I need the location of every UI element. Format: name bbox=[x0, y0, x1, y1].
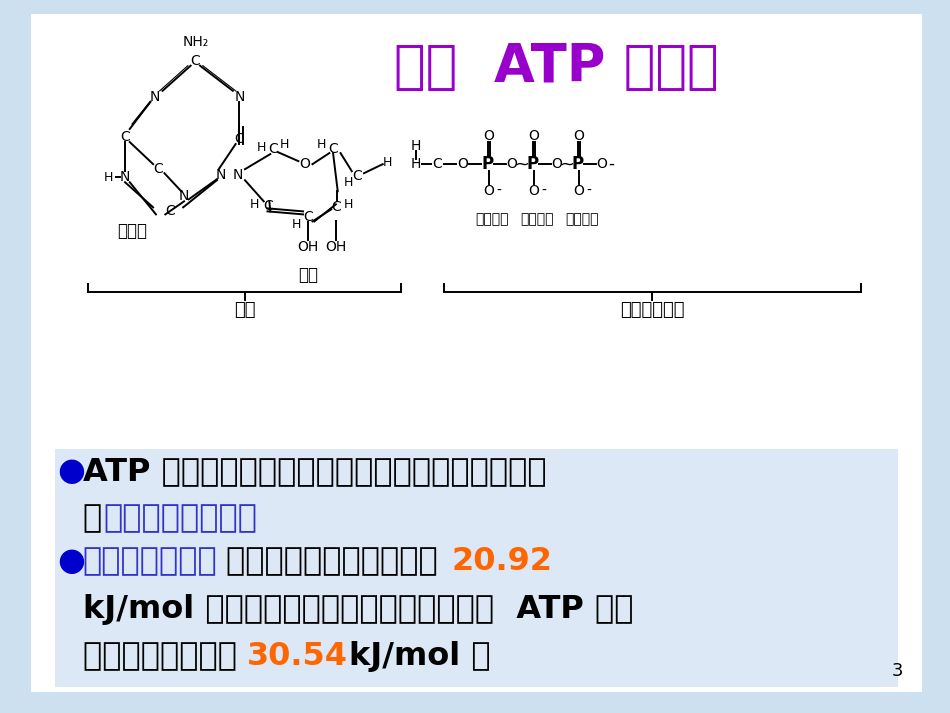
Text: -: - bbox=[586, 184, 591, 198]
Text: 高能磷酸化合物。: 高能磷酸化合物。 bbox=[104, 503, 257, 535]
FancyBboxPatch shape bbox=[55, 449, 898, 687]
Text: N: N bbox=[235, 90, 244, 104]
Text: C: C bbox=[120, 130, 130, 144]
Text: 20.92: 20.92 bbox=[451, 546, 552, 578]
Text: H: H bbox=[279, 138, 289, 150]
Text: N: N bbox=[233, 168, 242, 183]
Text: ATP 即三磷酸腺苷，是各种活细胞内普遍存在的一: ATP 即三磷酸腺苷，是各种活细胞内普遍存在的一 bbox=[83, 456, 546, 487]
Text: 腺苷: 腺苷 bbox=[234, 301, 256, 319]
Text: O: O bbox=[597, 157, 607, 171]
FancyBboxPatch shape bbox=[31, 14, 922, 692]
Text: O: O bbox=[552, 157, 562, 171]
Text: H: H bbox=[250, 198, 259, 211]
Text: H: H bbox=[410, 157, 421, 171]
Text: H: H bbox=[343, 175, 352, 189]
Text: 磷酸基团: 磷酸基团 bbox=[565, 212, 599, 227]
Text: NH₂: NH₂ bbox=[182, 35, 208, 48]
Text: C: C bbox=[328, 142, 338, 156]
Text: O: O bbox=[528, 184, 539, 198]
Text: H: H bbox=[410, 139, 421, 153]
Text: kJ/mol 。: kJ/mol 。 bbox=[349, 641, 490, 672]
Text: ~: ~ bbox=[559, 155, 574, 173]
Text: C: C bbox=[263, 200, 274, 213]
Text: H: H bbox=[383, 155, 392, 169]
Text: -: - bbox=[542, 184, 546, 198]
Text: N: N bbox=[179, 190, 189, 203]
Text: OH: OH bbox=[297, 240, 318, 254]
Text: 磷酸基团: 磷酸基团 bbox=[476, 212, 509, 227]
Text: O: O bbox=[573, 184, 584, 198]
Text: 核糖: 核糖 bbox=[297, 266, 317, 284]
Text: N: N bbox=[150, 90, 161, 104]
Text: 高能磷酸化合物: 高能磷酸化合物 bbox=[83, 546, 218, 578]
Text: C: C bbox=[153, 162, 162, 176]
Text: 腺嘌呤: 腺嘌呤 bbox=[118, 222, 147, 240]
Text: O: O bbox=[299, 157, 311, 171]
Text: 一、  ATP 的结构: 一、 ATP 的结构 bbox=[393, 41, 718, 93]
Text: H: H bbox=[317, 138, 327, 150]
Text: O: O bbox=[528, 129, 539, 143]
Text: N: N bbox=[216, 168, 226, 183]
Text: C: C bbox=[268, 142, 278, 156]
Text: 时释放的能量高达: 时释放的能量高达 bbox=[83, 641, 248, 672]
Text: H: H bbox=[257, 140, 267, 153]
Text: 种: 种 bbox=[83, 503, 103, 535]
Text: 3: 3 bbox=[891, 662, 902, 680]
Text: O: O bbox=[484, 129, 494, 143]
Text: 三个磷酸基团: 三个磷酸基团 bbox=[619, 301, 684, 319]
Text: C: C bbox=[432, 157, 442, 171]
Text: H: H bbox=[104, 170, 113, 184]
Text: -: - bbox=[497, 184, 502, 198]
Text: C: C bbox=[303, 210, 313, 225]
Text: O: O bbox=[457, 157, 467, 171]
Text: P: P bbox=[572, 155, 583, 173]
Text: C: C bbox=[190, 53, 200, 68]
Text: ~: ~ bbox=[514, 155, 529, 173]
Text: kJ/mol （千焦每摩）以上的磷酸化合物，  ATP 水解: kJ/mol （千焦每摩）以上的磷酸化合物， ATP 水解 bbox=[83, 594, 634, 625]
Text: 磷酸基团: 磷酸基团 bbox=[521, 212, 554, 227]
Text: 是指水解时释放的能量在: 是指水解时释放的能量在 bbox=[226, 546, 449, 578]
Text: ●: ● bbox=[58, 456, 86, 487]
Text: H: H bbox=[292, 218, 301, 231]
Text: C: C bbox=[235, 132, 244, 146]
Text: O: O bbox=[573, 129, 584, 143]
Text: ●: ● bbox=[58, 546, 86, 578]
Text: -: - bbox=[608, 155, 615, 173]
Text: C: C bbox=[165, 205, 175, 218]
Text: N: N bbox=[120, 170, 130, 184]
Text: P: P bbox=[482, 155, 494, 173]
Text: O: O bbox=[484, 184, 494, 198]
Text: P: P bbox=[526, 155, 539, 173]
Text: H: H bbox=[343, 198, 352, 211]
Text: 30.54: 30.54 bbox=[247, 641, 348, 672]
Text: O: O bbox=[506, 157, 518, 171]
Text: C: C bbox=[352, 169, 362, 183]
Text: OH: OH bbox=[325, 240, 347, 254]
Text: C: C bbox=[331, 200, 341, 215]
